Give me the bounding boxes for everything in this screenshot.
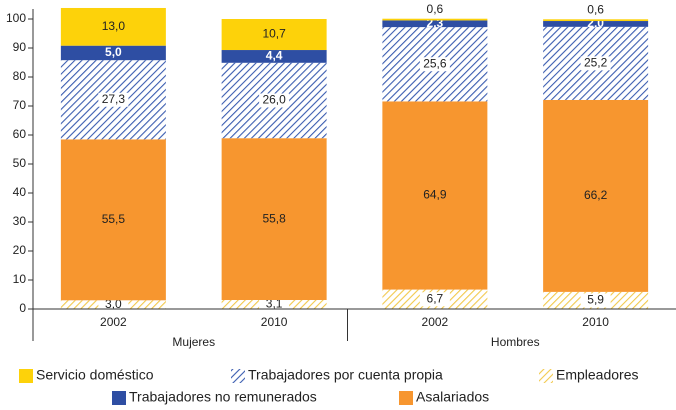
y-tick-label: 90 bbox=[13, 40, 27, 54]
legend-swatch bbox=[399, 391, 413, 405]
data-label: 13,0 bbox=[102, 19, 126, 33]
data-label: 3,1 bbox=[266, 297, 283, 311]
y-tick-label: 70 bbox=[13, 98, 27, 112]
legend-swatch bbox=[19, 369, 33, 383]
data-label: 5,9 bbox=[587, 293, 604, 307]
data-label: 27,3 bbox=[102, 92, 126, 106]
y-tick-label: 20 bbox=[13, 243, 27, 257]
label-bg bbox=[580, 56, 611, 71]
data-label: 26,0 bbox=[262, 93, 286, 107]
data-label: 6,7 bbox=[427, 291, 444, 305]
data-label: 0,6 bbox=[587, 2, 604, 16]
data-label: 10,7 bbox=[262, 27, 286, 41]
data-label: 25,2 bbox=[584, 56, 608, 70]
y-tick-label: 10 bbox=[13, 272, 27, 286]
data-label: 3,0 bbox=[105, 297, 122, 311]
label-bg bbox=[580, 293, 611, 308]
label-bg bbox=[419, 292, 450, 307]
legend-label: Trabajadores no remunerados bbox=[129, 389, 317, 405]
label-bg bbox=[419, 57, 450, 72]
label-bg bbox=[259, 297, 290, 312]
group-label: Mujeres bbox=[172, 335, 215, 349]
data-label: 4,4 bbox=[266, 49, 283, 63]
bar-segment bbox=[60, 7, 166, 46]
label-bg bbox=[98, 92, 129, 107]
x-tick-label: 2010 bbox=[582, 315, 609, 329]
y-tick-label: 40 bbox=[13, 185, 27, 199]
data-label: 55,8 bbox=[262, 211, 286, 225]
y-tick-label: 100 bbox=[6, 11, 26, 25]
y-tick-label: 0 bbox=[19, 301, 26, 315]
label-bg bbox=[98, 297, 129, 312]
legend-label: Asalariados bbox=[416, 389, 489, 405]
data-label: 2,0 bbox=[587, 16, 604, 30]
bar-segment bbox=[60, 139, 166, 301]
bar-segment bbox=[543, 99, 649, 292]
data-label: 2,3 bbox=[427, 16, 444, 30]
bar-segment bbox=[221, 50, 327, 63]
y-tick-label: 80 bbox=[13, 69, 27, 83]
bar-segment bbox=[221, 19, 327, 51]
label-bg bbox=[259, 93, 290, 108]
data-label: 55,5 bbox=[102, 212, 126, 226]
x-tick-label: 2010 bbox=[261, 315, 288, 329]
bar-segment bbox=[221, 138, 327, 301]
group-label: Hombres bbox=[491, 335, 540, 349]
x-tick-label: 2002 bbox=[422, 315, 449, 329]
legend-swatch bbox=[231, 369, 245, 383]
legend-swatch bbox=[539, 369, 553, 383]
data-label: 0,6 bbox=[427, 2, 444, 16]
bar-segment bbox=[382, 18, 488, 21]
y-tick-label: 50 bbox=[13, 156, 27, 170]
data-label: 5,0 bbox=[105, 45, 122, 59]
x-tick-label: 2002 bbox=[100, 315, 127, 329]
legend-swatch bbox=[112, 391, 126, 405]
data-label: 64,9 bbox=[423, 188, 447, 202]
legend-label: Servicio doméstico bbox=[36, 367, 154, 383]
bar-segment bbox=[382, 101, 488, 290]
bar-segment bbox=[382, 20, 488, 28]
y-tick-label: 30 bbox=[13, 214, 27, 228]
legend-label: Trabajadores por cuenta propia bbox=[248, 367, 443, 383]
legend-label: Empleadores bbox=[556, 367, 639, 383]
bar-segment bbox=[60, 45, 166, 61]
bar-segment bbox=[543, 19, 649, 22]
bar-segment bbox=[543, 21, 649, 27]
y-tick-label: 60 bbox=[13, 127, 27, 141]
data-label: 66,2 bbox=[584, 188, 608, 202]
data-label: 25,6 bbox=[423, 56, 447, 70]
